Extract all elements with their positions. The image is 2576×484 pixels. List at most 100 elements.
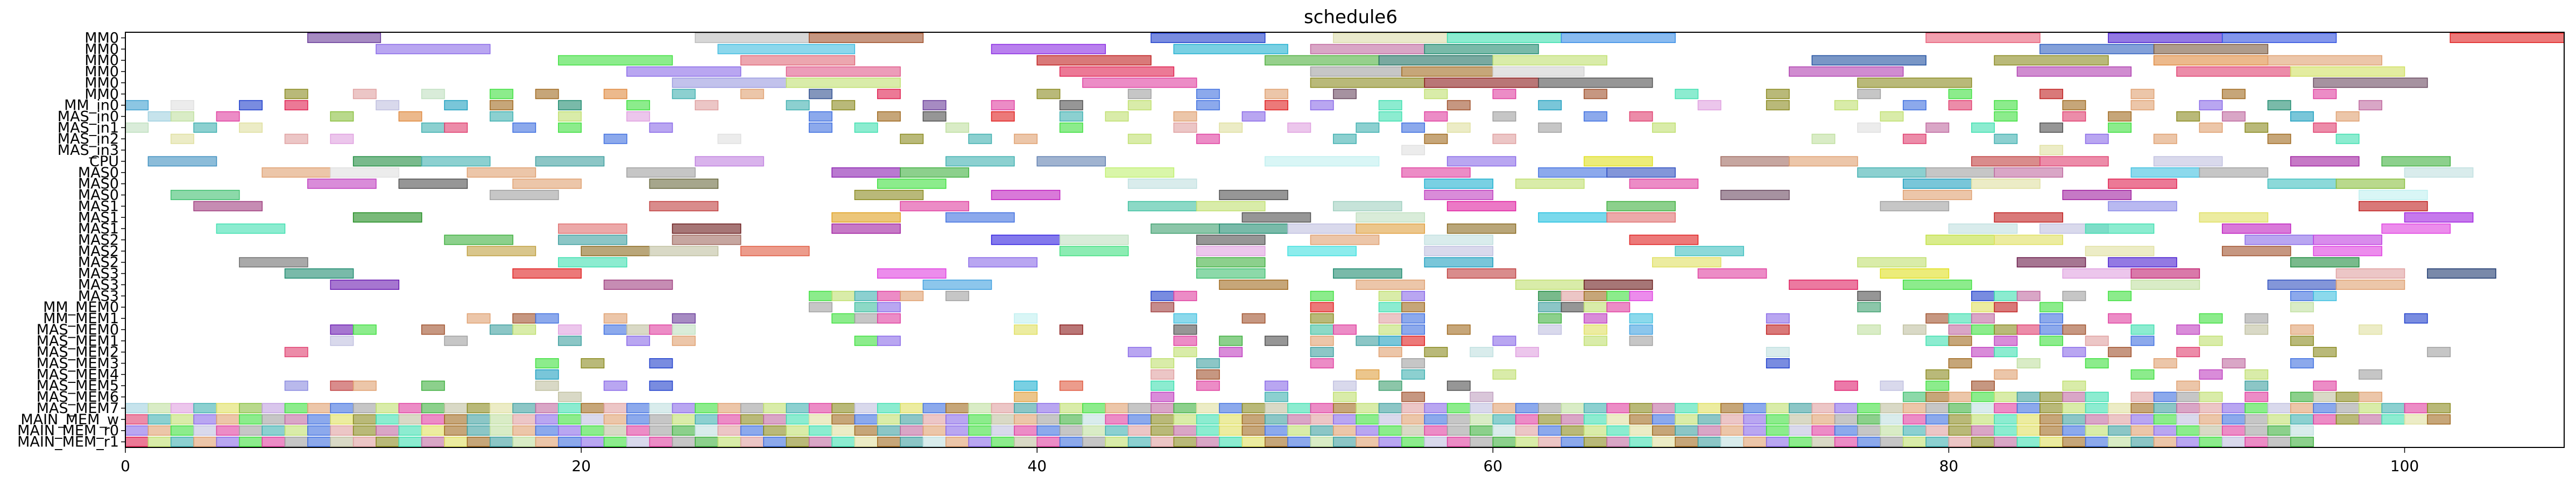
y-tick-label: MAS_MEM7	[37, 400, 119, 417]
task-bar	[2085, 133, 2109, 144]
task-bar	[1789, 156, 1858, 167]
task-bar	[831, 100, 856, 111]
task-bar	[900, 133, 924, 144]
task-bar	[581, 437, 605, 447]
task-bar	[2153, 425, 2177, 436]
task-bar	[1948, 336, 1972, 346]
task-bar	[1241, 414, 1266, 425]
task-bar	[512, 425, 537, 436]
task-bar	[307, 179, 377, 189]
task-bar	[786, 403, 810, 414]
task-bars	[125, 32, 2565, 447]
task-bar	[968, 425, 992, 436]
task-bar	[330, 167, 400, 178]
task-bar	[786, 77, 901, 88]
task-bar	[1994, 336, 2018, 346]
task-bar	[467, 437, 491, 447]
task-bar	[2290, 336, 2314, 346]
task-bar	[1333, 414, 1357, 425]
task-bar	[2313, 347, 2337, 358]
task-bar	[1834, 437, 1858, 447]
task-bar	[1446, 32, 1562, 43]
task-bar	[1902, 414, 1926, 425]
task-bar	[147, 403, 172, 414]
task-bar	[603, 437, 627, 447]
task-bar	[1652, 414, 1676, 425]
task-bar	[557, 100, 582, 111]
task-bar	[2039, 313, 2063, 324]
task-bar	[1629, 437, 1653, 447]
y-tick-label: MM0	[84, 41, 119, 58]
task-bar	[1310, 234, 1380, 245]
task-bar	[557, 336, 582, 346]
task-bar	[2108, 347, 2132, 358]
task-bar	[1059, 380, 1083, 391]
task-bar	[1470, 414, 1494, 425]
task-bar	[1902, 403, 1926, 414]
task-bar	[2085, 336, 2109, 346]
task-bar	[489, 89, 513, 99]
y-tick-label: MAS1	[78, 220, 119, 237]
task-bar	[2245, 437, 2269, 447]
task-bar	[649, 380, 673, 391]
task-bar	[1629, 234, 1699, 245]
task-bar	[1925, 313, 1950, 324]
y-tick-label: MM0	[84, 30, 119, 46]
task-bar	[1173, 324, 1197, 335]
task-bar	[1151, 392, 1175, 402]
task-bar	[284, 380, 308, 391]
x-tick-label: 0	[121, 457, 130, 475]
task-bar	[444, 336, 468, 346]
task-bar	[1880, 437, 1904, 447]
task-bar	[1697, 425, 1721, 436]
task-bar	[1538, 167, 1607, 178]
task-bar	[2221, 358, 2246, 369]
task-bar	[1834, 380, 1858, 391]
task-bar	[603, 89, 627, 99]
task-bar	[1948, 403, 1972, 414]
task-bar	[1310, 403, 1334, 414]
task-bar	[1766, 414, 1790, 425]
task-bar	[1173, 403, 1197, 414]
task-bar	[352, 403, 377, 414]
task-bar	[535, 403, 559, 414]
task-bar	[1105, 111, 1129, 122]
task-bar	[1173, 122, 1197, 133]
task-bar	[1173, 347, 1197, 358]
task-bar	[1561, 302, 1585, 312]
task-bar	[330, 437, 354, 447]
task-bar	[1446, 324, 1471, 335]
task-bar	[1059, 66, 1175, 77]
y-tick-label: MM0	[84, 75, 119, 91]
task-bar	[1356, 223, 1425, 234]
task-bar	[1515, 414, 1539, 425]
task-bar	[1401, 425, 1425, 436]
task-bar	[2267, 279, 2337, 290]
task-bar	[2153, 156, 2223, 167]
task-bar	[1720, 156, 1790, 167]
task-bar	[1196, 358, 1220, 369]
task-bar	[831, 212, 901, 223]
task-bar	[1720, 425, 1745, 436]
task-bar	[1561, 32, 1676, 43]
task-bar	[2313, 380, 2337, 391]
task-bar	[1196, 369, 1220, 380]
task-bar	[330, 111, 354, 122]
task-bar	[808, 414, 832, 425]
task-bar	[763, 437, 787, 447]
task-bar	[352, 414, 377, 425]
task-bar	[262, 425, 286, 436]
task-bar	[1265, 89, 1288, 99]
task-bar	[1151, 403, 1175, 414]
task-bar	[2335, 133, 2360, 144]
task-bar	[1265, 100, 1288, 111]
task-bar	[1994, 392, 2018, 402]
task-bar	[1310, 324, 1334, 335]
task-bar	[557, 55, 673, 66]
task-bar	[1105, 167, 1175, 178]
task-bar	[1470, 403, 1494, 414]
task-bar	[808, 290, 832, 301]
task-bar	[1538, 77, 1653, 88]
task-bar	[557, 414, 582, 425]
task-bar	[1971, 392, 1995, 402]
